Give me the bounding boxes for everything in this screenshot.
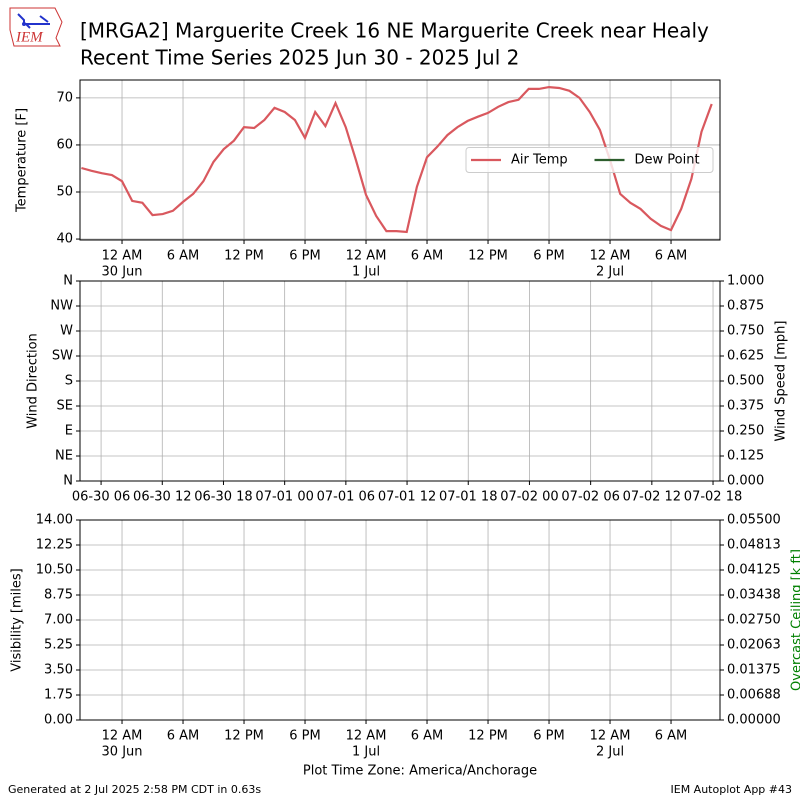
x-tick-label: 6 PM xyxy=(533,249,564,264)
logo-text: IEM xyxy=(15,29,44,45)
x-tick-date: 2 Jul xyxy=(596,265,624,280)
x-tick-label: 07-02 18 xyxy=(684,490,742,505)
x-tick-label: 12 PM xyxy=(468,249,508,264)
y-tick-label: 60 xyxy=(56,137,73,152)
y-axis-label: Temperature [F] xyxy=(15,108,30,213)
x-tick-label: 12 AM xyxy=(102,249,143,264)
y2-tick-label: 0.250 xyxy=(727,424,764,439)
y-tick-label: SW xyxy=(52,349,73,364)
y-tick-label: 14.00 xyxy=(36,513,73,528)
x-tick-date: 30 Jun xyxy=(102,265,143,280)
y-tick-label: 70 xyxy=(56,90,73,105)
y-tick-label: E xyxy=(65,424,73,439)
x-tick-label: 07-01 00 xyxy=(255,490,313,505)
x-tick-label: 06-30 12 xyxy=(133,490,191,505)
y-tick-label: W xyxy=(60,324,73,339)
y2-tick-label: 0.625 xyxy=(727,349,764,364)
y2-tick-label: 0.875 xyxy=(727,299,764,314)
x-tick-label: 07-01 12 xyxy=(378,490,436,505)
y2-tick-label: 0.01375 xyxy=(727,663,781,678)
y2-axis-label: Wind Speed [mph] xyxy=(774,321,789,442)
y2-tick-label: 0.02750 xyxy=(727,613,781,628)
footer-right: IEM Autoplot App #43 xyxy=(671,783,793,796)
y2-tick-label: 0.000 xyxy=(727,474,764,489)
x-tick-label: 06-30 06 xyxy=(72,490,130,505)
y-tick-label: N xyxy=(63,474,73,489)
y-tick-label: NE xyxy=(55,449,73,464)
x-tick-label: 6 PM xyxy=(533,729,564,744)
x-tick-label: 12 AM xyxy=(590,249,631,264)
legend-label: Dew Point xyxy=(635,153,700,168)
x-tick-label: 12 PM xyxy=(468,729,508,744)
y-tick-label: 12.25 xyxy=(36,538,73,553)
legend-box xyxy=(465,147,714,173)
y-tick-label: 0.00 xyxy=(44,713,73,728)
x-tick-date: 1 Jul xyxy=(352,265,380,280)
y2-tick-label: 0.500 xyxy=(727,374,764,389)
x-tick-label: 6 AM xyxy=(411,249,444,264)
x-axis-label: Plot Time Zone: America/Anchorage xyxy=(303,764,537,779)
y-tick-label: 40 xyxy=(56,232,73,247)
x-tick-label: 12 PM xyxy=(224,249,264,264)
x-tick-label: 6 AM xyxy=(167,249,200,264)
y2-tick-label: 0.00000 xyxy=(727,713,781,728)
x-tick-date: 1 Jul xyxy=(352,745,380,760)
y2-tick-label: 0.375 xyxy=(727,399,764,414)
y2-tick-label: 0.04813 xyxy=(727,538,781,553)
x-tick-label: 12 AM xyxy=(590,729,631,744)
x-tick-label: 06-30 18 xyxy=(194,490,252,505)
x-tick-label: 12 AM xyxy=(346,729,387,744)
y2-axis-label: Overcast Ceiling [k ft] xyxy=(790,549,800,691)
y2-tick-label: 0.05500 xyxy=(727,513,781,528)
y2-tick-label: 0.04125 xyxy=(727,563,781,578)
footer-left: Generated at 2 Jul 2025 2:58 PM CDT in 0… xyxy=(8,783,261,796)
y2-tick-label: 0.03438 xyxy=(727,588,781,603)
title: [MRGA2] Marguerite Creek 16 NE Marguerit… xyxy=(80,19,709,43)
y-tick-label: 5.25 xyxy=(44,638,73,653)
x-tick-date: 30 Jun xyxy=(102,745,143,760)
x-tick-label: 07-01 06 xyxy=(317,490,375,505)
x-tick-label: 07-02 06 xyxy=(561,490,619,505)
x-tick-label: 07-02 12 xyxy=(623,490,681,505)
y-tick-label: 10.50 xyxy=(36,563,73,578)
y-axis-label: Visibility [miles] xyxy=(10,568,25,671)
y2-tick-label: 0.00688 xyxy=(727,688,781,703)
x-tick-label: 6 AM xyxy=(167,729,200,744)
logo-outline xyxy=(9,7,63,47)
y2-tick-label: 0.125 xyxy=(727,449,764,464)
y2-tick-label: 0.750 xyxy=(727,324,764,339)
y-tick-label: SE xyxy=(57,399,73,414)
x-tick-label: 6 PM xyxy=(289,729,320,744)
plot-frame xyxy=(79,519,721,721)
y-tick-label: 50 xyxy=(56,185,73,200)
logo: IEM xyxy=(9,7,63,47)
legend: Air Temp Dew Point xyxy=(465,147,714,173)
x-tick-label: 6 AM xyxy=(655,729,688,744)
y-tick-label: 8.75 xyxy=(44,588,73,603)
x-tick-label: 6 PM xyxy=(289,249,320,264)
y-tick-label: 1.75 xyxy=(44,688,73,703)
y-tick-label: NW xyxy=(50,299,73,314)
x-tick-date: 2 Jul xyxy=(596,745,624,760)
y2-tick-label: 1.000 xyxy=(727,274,764,289)
logo-dot xyxy=(22,22,26,26)
x-tick-label: 6 AM xyxy=(655,249,688,264)
y-tick-label: N xyxy=(63,274,73,289)
x-tick-label: 12 AM xyxy=(346,249,387,264)
plot-frame xyxy=(79,280,721,482)
y-tick-label: S xyxy=(65,374,73,389)
x-tick-label: 07-02 00 xyxy=(500,490,558,505)
subtitle: Recent Time Series 2025 Jun 30 - 2025 Ju… xyxy=(80,46,519,70)
x-tick-label: 6 AM xyxy=(411,729,444,744)
y-tick-label: 3.50 xyxy=(44,663,73,678)
y-tick-label: 7.00 xyxy=(44,613,73,628)
x-tick-label: 12 AM xyxy=(102,729,143,744)
y-axis-label: Wind Direction xyxy=(26,333,41,429)
legend-label: Air Temp xyxy=(511,153,568,168)
x-tick-label: 07-01 18 xyxy=(439,490,497,505)
x-tick-label: 12 PM xyxy=(224,729,264,744)
y2-tick-label: 0.02063 xyxy=(727,638,781,653)
plot-frame xyxy=(79,79,721,241)
